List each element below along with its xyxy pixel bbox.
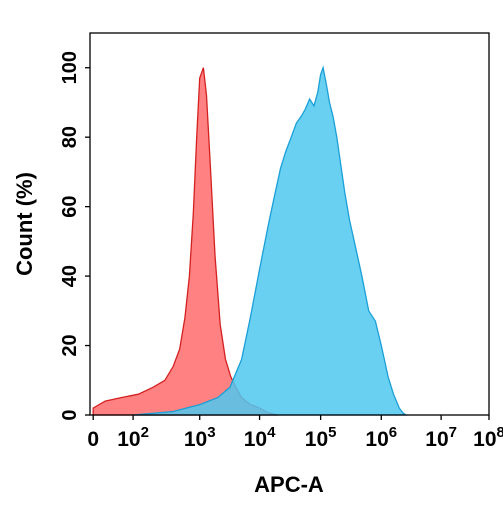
series-layer [92, 65, 409, 416]
x-tick-label: 103 [184, 424, 216, 451]
y-tick-label: 40 [59, 265, 81, 287]
y-axis-label: Count (%) [12, 172, 37, 276]
x-tick-label: 108 [473, 424, 503, 451]
x-tick-label: 106 [365, 424, 397, 451]
y-tick-label: 60 [59, 196, 81, 218]
x-tick-label: 0 [87, 428, 99, 451]
x-tick-label: 107 [425, 424, 457, 451]
y-tick-label: 100 [59, 51, 81, 84]
x-tick-label: 105 [305, 424, 337, 451]
x-axis: 0 102 103 104 105 106 107 108 [87, 415, 503, 451]
y-tick-label: 80 [59, 126, 81, 148]
y-tick-label: 20 [59, 334, 81, 356]
histogram-series-2 [133, 65, 409, 416]
x-tick-label: 102 [117, 424, 149, 451]
y-axis: 0 20 40 60 80 100 [59, 51, 90, 421]
y-tick-label: 0 [59, 409, 81, 420]
x-tick-label: 104 [244, 424, 276, 451]
plot-frame [89, 32, 490, 416]
x-axis-label: APC-A [254, 472, 324, 497]
